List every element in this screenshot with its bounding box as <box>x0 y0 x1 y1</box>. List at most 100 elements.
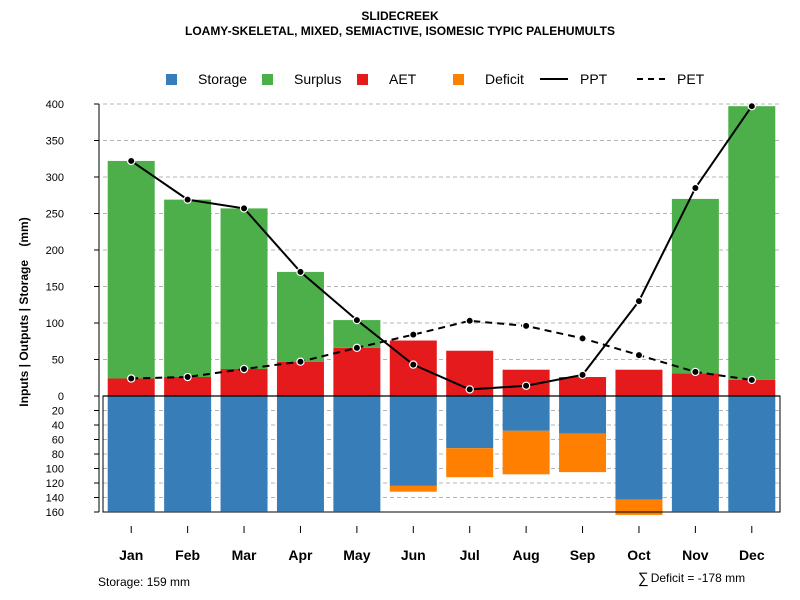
aet-bar <box>164 377 212 396</box>
deficit-note-text: Deficit = -178 mm <box>650 571 746 585</box>
ppt-line <box>130 105 753 391</box>
aet-bar <box>333 347 381 396</box>
ppt-point <box>296 267 305 277</box>
x-tick-label: Mar <box>232 547 257 563</box>
y-tick-label: 100 <box>46 318 64 330</box>
storage-bar <box>728 396 776 512</box>
pet-point <box>465 316 474 326</box>
ppt-point <box>352 315 362 325</box>
ppt-point <box>465 385 474 394</box>
legend-label-pet: PET <box>677 71 705 87</box>
storage-bar <box>446 396 494 449</box>
y-tick-label: 200 <box>46 245 64 257</box>
y-tick-label: 250 <box>46 209 64 221</box>
legend-label-surplus: Surplus <box>294 71 342 87</box>
aet-bar <box>220 368 268 396</box>
x-tick-label: May <box>343 547 370 563</box>
aet-bar <box>615 369 663 396</box>
x-tick-label: Jan <box>119 547 143 563</box>
storage-bar <box>333 396 381 512</box>
legend-swatch-surplus <box>262 74 273 85</box>
pet-point <box>634 350 644 360</box>
ppt-point <box>239 204 249 213</box>
legend: Storage Surplus AET Deficit PPT PET <box>0 70 800 90</box>
legend-label-deficit: Deficit <box>485 71 524 87</box>
y-tick-label: 100 <box>46 464 64 476</box>
y-tick-label: 160 <box>46 507 64 519</box>
legend-label-aet: AET <box>389 71 417 87</box>
storage-bar <box>671 396 719 512</box>
storage-bar <box>389 396 437 486</box>
legend-swatch-aet <box>357 74 368 85</box>
x-tick-label: Apr <box>288 547 313 563</box>
x-tick-label: Sep <box>570 547 596 563</box>
storage-bar <box>220 396 268 512</box>
y-tick-label: 120 <box>46 478 64 490</box>
x-tick-label: Dec <box>739 547 765 563</box>
pet-point <box>127 374 136 383</box>
pet-line <box>131 319 752 381</box>
surplus-bar <box>164 199 212 378</box>
y-tick-label: 40 <box>52 420 64 432</box>
pet-point <box>521 321 531 331</box>
deficit-bar <box>446 448 494 478</box>
deficit-bar <box>389 485 437 492</box>
storage-bar <box>276 396 324 512</box>
deficit-note: ∑ Deficit = -178 mm <box>638 570 745 587</box>
x-tick-label: Oct <box>627 547 651 563</box>
legend-label-storage: Storage <box>198 71 248 87</box>
ppt-point <box>409 360 418 369</box>
ppt-point <box>521 381 531 390</box>
pet-point <box>691 367 700 377</box>
y-tick-label: 140 <box>46 493 64 505</box>
y-tick-label: 400 <box>46 99 64 111</box>
pet-point <box>239 364 249 374</box>
chart-title: SLIDECREEK <box>361 9 439 23</box>
x-tick-label: Feb <box>175 547 200 563</box>
storage-bar <box>559 396 607 434</box>
pet-point <box>578 334 587 343</box>
pet-point <box>409 330 418 339</box>
x-tick-label: Nov <box>682 547 709 563</box>
y-tick-label: 50 <box>52 355 64 367</box>
ppt-point <box>747 101 756 111</box>
ppt-point <box>578 370 587 380</box>
legend-swatch-deficit <box>453 74 464 85</box>
ppt-point <box>183 195 192 204</box>
aet-bar <box>559 377 607 396</box>
y-tick-label: 20 <box>52 406 64 418</box>
legend-swatch-storage <box>166 74 177 85</box>
deficit-bar <box>559 433 607 473</box>
surplus-bar <box>220 208 268 369</box>
pet-point <box>183 372 192 382</box>
deficit-bar <box>502 430 550 475</box>
storage-bar <box>107 396 155 512</box>
sigma-symbol: ∑ <box>638 570 649 587</box>
y-tick-label: 350 <box>46 136 64 148</box>
deficit-bar <box>615 499 663 515</box>
storage-bar <box>502 396 550 431</box>
chart-subtitle: LOAMY-SKELETAL, MIXED, SEMIACTIVE, ISOME… <box>184 24 616 38</box>
y-tick-label: 300 <box>46 172 64 184</box>
y-tick-label: 60 <box>52 435 64 447</box>
storage-bar <box>164 396 212 512</box>
y-tick-label: 150 <box>46 282 64 294</box>
x-tick-label: Jul <box>460 547 480 563</box>
aet-bar <box>276 361 324 396</box>
legend-label-ppt: PPT <box>580 71 608 87</box>
aet-bar <box>107 378 155 396</box>
x-tick-label: Jun <box>401 547 426 563</box>
pet-point <box>747 375 756 385</box>
y-tick-label: 80 <box>52 449 64 461</box>
legend-line-pet <box>637 78 665 80</box>
aet-bar <box>671 373 719 396</box>
pet-point <box>296 357 305 366</box>
ppt-point <box>127 156 136 166</box>
surplus-bar <box>276 271 324 362</box>
legend-line-ppt <box>540 78 568 80</box>
aet-bar <box>728 379 776 396</box>
storage-bar <box>615 396 663 500</box>
surplus-bar <box>107 160 155 379</box>
x-tick-label: Aug <box>513 547 540 563</box>
